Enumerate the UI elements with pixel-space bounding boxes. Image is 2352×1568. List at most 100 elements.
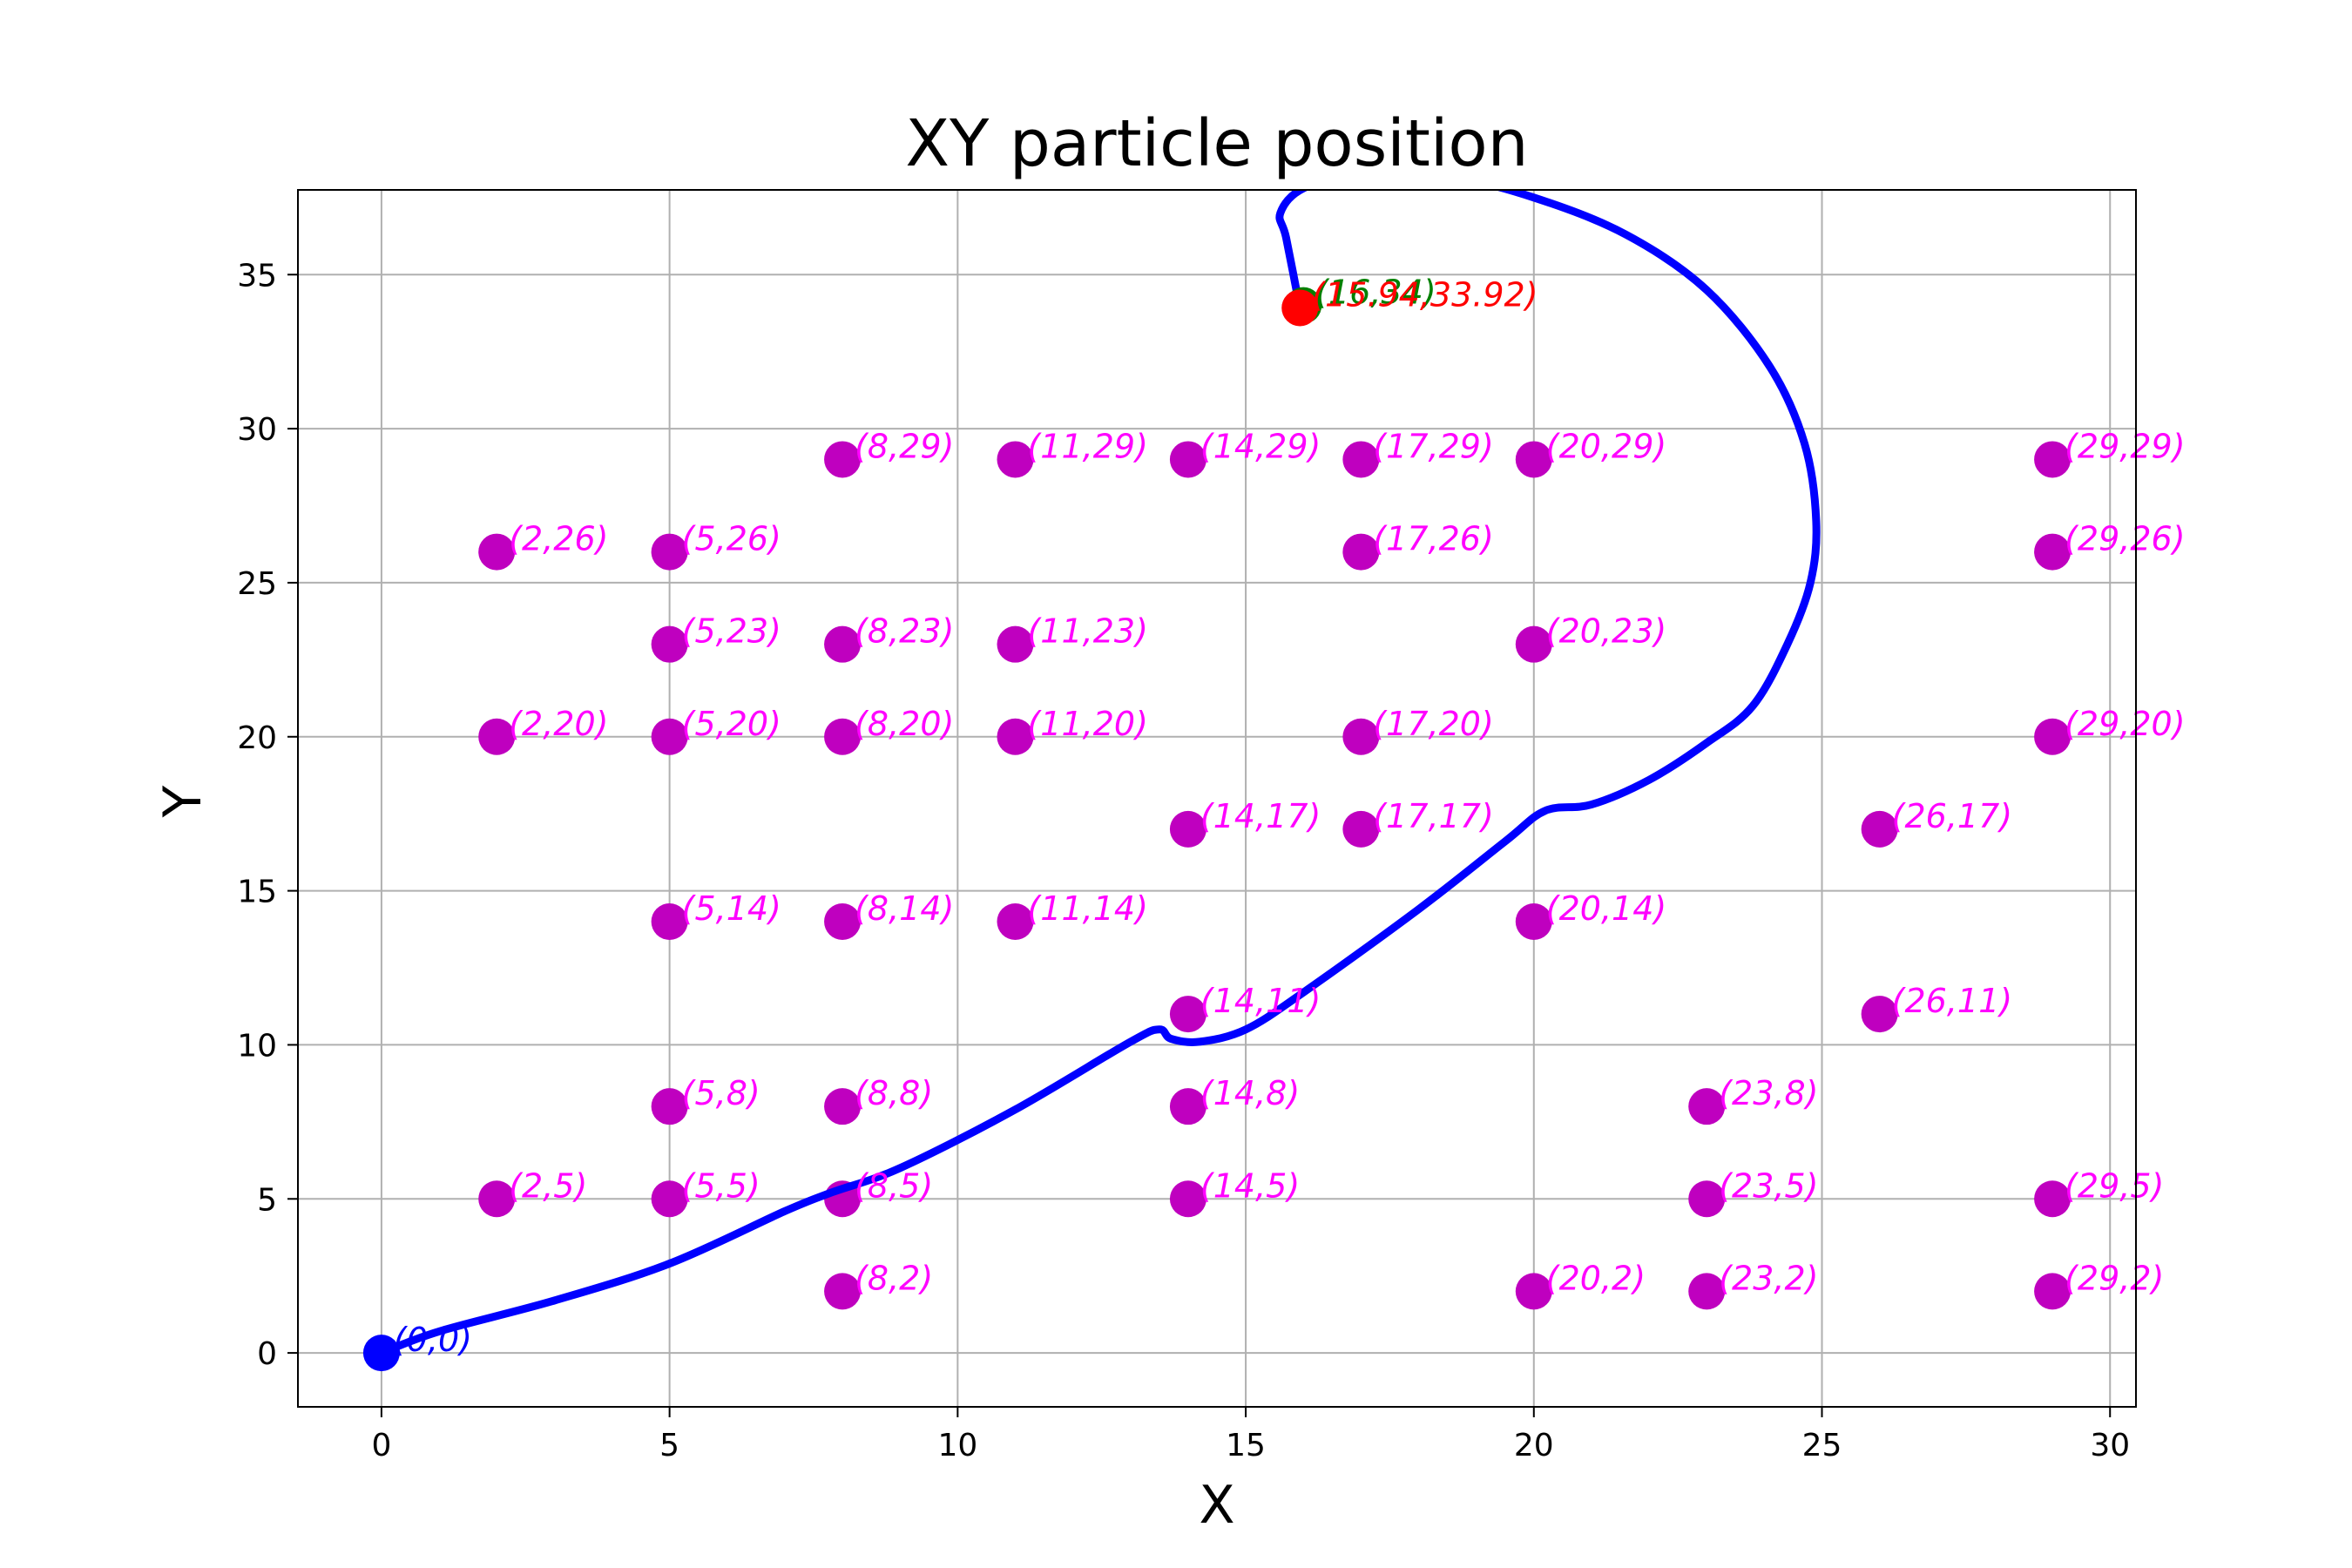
obstacle-point [651, 625, 688, 663]
obstacle-point [824, 1088, 862, 1125]
obstacle-label: (5,5) [682, 1166, 760, 1205]
obstacle-label: (11,23) [1027, 612, 1147, 651]
obstacle-label: (29,29) [2065, 427, 2185, 465]
y-tick-label: 15 [237, 875, 277, 910]
obstacle-label: (20,29) [1546, 427, 1666, 465]
obstacle-point [824, 625, 862, 663]
obstacle-label: (11,20) [1027, 705, 1147, 743]
obstacle-point [1688, 1273, 1726, 1310]
obstacle-label: (14,29) [1200, 427, 1321, 465]
obstacle-point [1342, 441, 1380, 478]
obstacle-label: (8,14) [855, 889, 954, 928]
obstacle-point [478, 718, 516, 755]
x-axis-label: X [1199, 1475, 1234, 1536]
obstacle-point [478, 1180, 516, 1218]
obstacle-point [651, 718, 688, 755]
obstacle-point [1169, 996, 1206, 1033]
obstacle-point [1861, 810, 1898, 848]
obstacle-label: (20,23) [1546, 612, 1666, 651]
obstacle-point [1169, 1088, 1206, 1125]
obstacle-label: (8,23) [855, 612, 954, 651]
obstacle-label: (26,17) [1892, 797, 2012, 835]
obstacle-point [1688, 1088, 1726, 1125]
obstacle-point [997, 718, 1034, 755]
obstacle-label: (8,2) [855, 1259, 933, 1297]
obstacle-label: (2,5) [509, 1166, 587, 1205]
obstacle-label: (2,26) [509, 520, 608, 558]
obstacle-point [1342, 718, 1380, 755]
obstacle-label: (17,17) [1373, 797, 1493, 835]
y-axis-label: Y [152, 785, 213, 818]
obstacle-label: (8,29) [855, 427, 954, 465]
obstacle-point [1515, 1273, 1552, 1310]
obstacle-label: (14,11) [1200, 982, 1321, 1020]
y-tick-label: 20 [237, 720, 277, 756]
x-tick-label: 5 [659, 1428, 679, 1463]
obstacle-label: (8,5) [855, 1166, 933, 1205]
obstacle-point [2034, 441, 2072, 478]
target-label: (16,34) [1315, 274, 1436, 312]
obstacle-point [1342, 810, 1380, 848]
obstacle-label: (20,2) [1546, 1259, 1646, 1297]
start-point [362, 1335, 400, 1372]
obstacle-label: (2,20) [509, 705, 608, 743]
plot-frame [297, 189, 2137, 1408]
grid [298, 190, 2136, 1407]
y-tick-label: 10 [237, 1028, 277, 1064]
obstacle-label: (17,20) [1373, 705, 1493, 743]
obstacle-point [1688, 1180, 1726, 1218]
obstacle-point [997, 441, 1034, 478]
x-tick-label: 15 [1226, 1428, 1266, 1463]
plot-area [362, 190, 2072, 1372]
obstacle-point [2034, 718, 2072, 755]
obstacle-point [824, 441, 862, 478]
obstacle-label: (11,29) [1027, 427, 1147, 465]
obstacle-point [997, 902, 1034, 940]
obstacle-label: (29,5) [2065, 1166, 2164, 1205]
obstacle-label: (29,26) [2065, 520, 2185, 558]
obstacle-label: (17,29) [1373, 427, 1493, 465]
y-tick-label: 30 [237, 412, 277, 448]
obstacle-point [824, 902, 862, 940]
axis-ticks: 0 5 10 15 20 25 30 0 5 10 15 20 25 30 35 [237, 258, 2130, 1463]
obstacle-point [478, 533, 516, 571]
x-tick-label: 25 [1802, 1428, 1842, 1463]
y-tick-label: 35 [237, 258, 277, 294]
x-tick-label: 20 [1514, 1428, 1554, 1463]
obstacle-label: (29,2) [2065, 1259, 2164, 1297]
obstacle-label: (5,8) [682, 1074, 760, 1112]
obstacle-label: (5,26) [682, 520, 781, 558]
obstacle-point [824, 718, 862, 755]
obstacle-point [997, 625, 1034, 663]
start-label: (0,0) [394, 1321, 472, 1359]
x-tick-label: 0 [371, 1428, 391, 1463]
obstacle-point [2034, 1273, 2072, 1310]
obstacle-point [651, 1088, 688, 1125]
y-tick-label: 0 [257, 1336, 277, 1372]
obstacle-label: (29,20) [2065, 705, 2185, 743]
y-tick-label: 5 [257, 1182, 277, 1218]
obstacle-label: (5,20) [682, 705, 781, 743]
obstacle-point [2034, 1180, 2072, 1218]
obstacle-point [1515, 625, 1552, 663]
final-point [1281, 289, 1319, 327]
obstacle-label: (5,23) [682, 612, 781, 651]
obstacle-point [651, 1180, 688, 1218]
obstacle-point [651, 902, 688, 940]
obstacle-label: (11,14) [1027, 889, 1147, 928]
obstacle-label: (14,17) [1200, 797, 1321, 835]
obstacle-point [2034, 533, 2072, 571]
obstacle-point [1169, 810, 1206, 848]
obstacle-label: (26,11) [1892, 982, 2012, 1020]
obstacle-point [1169, 441, 1206, 478]
obstacle-label: (14,8) [1200, 1074, 1300, 1112]
particle-trajectory [377, 190, 1821, 1357]
final-label: (15.94,33.92) [1312, 275, 1538, 314]
chart-title: XY particle position [905, 106, 1528, 181]
obstacle-point [1861, 996, 1898, 1033]
obstacle-point [651, 533, 688, 571]
obstacle-label: (23,5) [1719, 1166, 1818, 1205]
point-labels: (2,5) (2,20) (2,26) (5,5) (5,8) (5,14) (5,20) (… [394, 274, 2186, 1359]
